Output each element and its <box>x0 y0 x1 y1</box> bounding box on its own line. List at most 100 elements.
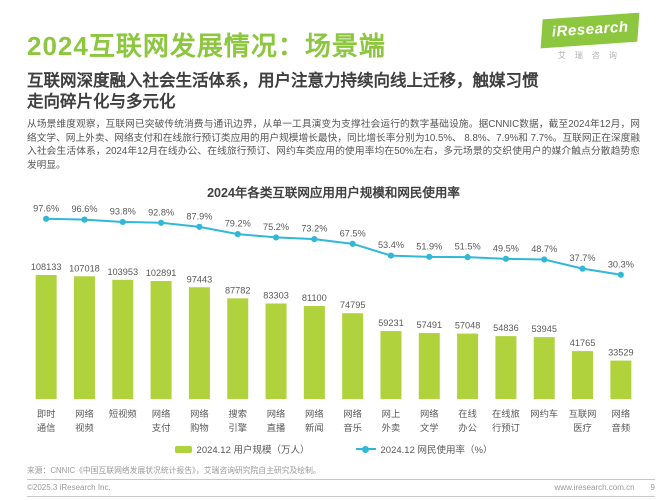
page-title: 2024互联网发展情况：场景端 <box>27 31 386 61</box>
bar-value-label: 97443 <box>187 274 213 284</box>
category-label: 短视频 <box>108 408 137 419</box>
chart-area: 108133 107018 103953 102891 97443 87782 83303 8… <box>27 203 640 436</box>
chart-bar <box>265 303 287 399</box>
legend-bar-label: 2024.12 用户规模（万人） <box>196 445 310 457</box>
chart-line-dot <box>272 233 280 241</box>
category-label: 网约车 <box>530 408 559 419</box>
bar-value-label: 87782 <box>225 285 251 295</box>
category-label: 网络 音频 <box>611 408 631 433</box>
legend-item-line: 2024.12 网民使用率（%） <box>355 442 493 457</box>
line-swatch-icon <box>355 445 376 453</box>
subtitle-line-2: 走向碎片化与多元化 <box>27 92 176 111</box>
bar-value-label: 59231 <box>378 318 404 328</box>
logo-chinese-name: 艾瑞咨询 <box>557 51 626 60</box>
bar-value-label: 57048 <box>455 320 481 330</box>
category-label: 网络 新闻 <box>305 408 324 433</box>
chart-bar <box>73 275 95 399</box>
logo-wordmark: iResearch <box>551 18 629 40</box>
page-subtitle: 互联网深度融入社会生活体系，用户注意力持续向线上迁移，触媒习惯 走向碎片化与多元… <box>27 71 642 112</box>
logo-shape: iResearch <box>540 12 640 49</box>
chart-bar <box>610 360 632 399</box>
chart-line-dot <box>196 223 203 230</box>
bar-value-label: 54836 <box>493 323 519 333</box>
chart-bar <box>380 330 402 399</box>
category-label: 在线 办公 <box>458 408 477 433</box>
line-percent-label: 96.6% <box>71 204 97 214</box>
bar-value-label: 102891 <box>146 268 177 278</box>
chart-line-dot <box>43 215 50 222</box>
chart-line-dot <box>502 255 510 262</box>
chart-bar <box>342 312 364 399</box>
chart-line-dot <box>81 216 88 223</box>
line-percent-label: 92.8% <box>148 207 174 217</box>
chart-line-dot <box>541 255 548 263</box>
chart-bar <box>150 280 172 399</box>
line-percent-label: 67.5% <box>340 228 366 238</box>
chart-title: 2024年各类互联网应用用户规模和网民使用率 <box>207 185 460 200</box>
legend-item-bar: 2024.12 用户规模（万人） <box>174 442 310 457</box>
category-label: 网络 购物 <box>190 408 209 433</box>
line-percent-label: 75.2% <box>263 221 289 231</box>
category-label: 网络 直播 <box>266 408 286 433</box>
page-footer: ©2025.3 iResearch Inc. www.iresearch.com… <box>27 479 655 497</box>
line-percent-label: 51.9% <box>416 241 442 251</box>
bar-value-label: 74795 <box>340 300 366 310</box>
category-label: 网络 支付 <box>151 408 171 433</box>
chart-line-dot <box>311 235 318 242</box>
chart-line-dot <box>617 271 624 278</box>
category-label: 互联网 医疗 <box>568 408 597 433</box>
bar-value-label: 33529 <box>608 347 634 357</box>
chart-bar <box>303 305 325 399</box>
chart-bar <box>572 350 594 399</box>
line-percent-label: 87.9% <box>186 211 212 221</box>
category-label: 网络 视频 <box>75 408 94 433</box>
legend-line-label: 2024.12 网民使用率（%） <box>380 445 493 457</box>
chart-legend: 2024.12 用户规模（万人） 2024.12 网民使用率（%） <box>27 442 640 456</box>
page-header: 2024互联网发展情况：场景端 iResearch 艾瑞咨询 <box>27 12 640 63</box>
website-url: www.iresearch.com.cn <box>554 483 635 492</box>
chart-line-dot <box>234 230 241 237</box>
line-percent-label: 49.5% <box>493 243 519 253</box>
source-note: 来源：CNNIC《中国互联网络发展状况统计报告》，艾瑞咨询研究院自主研究及绘制。 <box>27 466 321 476</box>
bar-swatch-icon <box>174 445 192 453</box>
category-label: 网络 音乐 <box>343 408 362 433</box>
line-percent-label: 30.3% <box>608 259 634 269</box>
body-paragraph: 从场景维度观察，互联网已突破传统消费与通讯边界，从单一工具演变为支撑社会运行的数… <box>27 119 640 171</box>
chart-bar <box>418 332 440 399</box>
chart-line-dot <box>579 265 586 272</box>
report-page: 2024互联网发展情况：场景端 iResearch 艾瑞咨询 互联网深度融入社会… <box>27 12 642 476</box>
line-percent-label: 93.8% <box>110 206 136 216</box>
subtitle-line-1: 互联网深度融入社会生活体系，用户注意力持续向线上迁移，触媒习惯 <box>27 72 539 90</box>
line-percent-label: 51.5% <box>455 241 481 251</box>
chart-bar <box>35 274 57 399</box>
chart-line-dot <box>349 240 356 247</box>
bar-value-label: 83303 <box>263 290 289 300</box>
bar-value-label: 53945 <box>531 324 557 334</box>
chart-bar <box>495 335 517 399</box>
iresearch-logo: iResearch 艾瑞咨询 <box>540 12 640 61</box>
line-percent-label: 48.7% <box>531 244 557 254</box>
logo-rest: Research <box>555 18 629 41</box>
category-label: 搜索 引擎 <box>228 408 248 433</box>
line-percent-label: 37.7% <box>570 253 596 263</box>
copyright-text: ©2025.3 iResearch Inc. <box>27 483 111 492</box>
chart-line <box>46 217 622 276</box>
page-number: 9 <box>650 483 655 492</box>
category-label: 网络 文学 <box>419 408 439 433</box>
chart-bar <box>227 297 249 399</box>
line-percent-label: 79.2% <box>225 218 251 228</box>
bar-value-label: 57491 <box>417 320 443 330</box>
chart-line-dot <box>119 218 126 225</box>
chart-line-dot <box>426 253 433 260</box>
bar-value-label: 107018 <box>69 263 100 273</box>
chart-category-axis: 即时 通信 网络 视频 短视频 网络 支付 网络 购物 搜索 引擎 网络 直播 网络 新闻 网络 音乐 网上 外卖网… <box>27 407 640 436</box>
bar-value-label: 41765 <box>570 338 596 348</box>
chart-bar <box>533 336 555 399</box>
bar-value-label: 108133 <box>31 262 62 272</box>
line-percent-label: 97.6% <box>33 203 59 213</box>
chart-line-dot <box>387 252 395 259</box>
chart-bar <box>112 279 134 399</box>
bar-value-label: 81100 <box>302 293 327 303</box>
chart-bar <box>457 333 479 399</box>
chart-svg: 108133 107018 103953 102891 97443 87782 83303 8… <box>31 203 634 399</box>
